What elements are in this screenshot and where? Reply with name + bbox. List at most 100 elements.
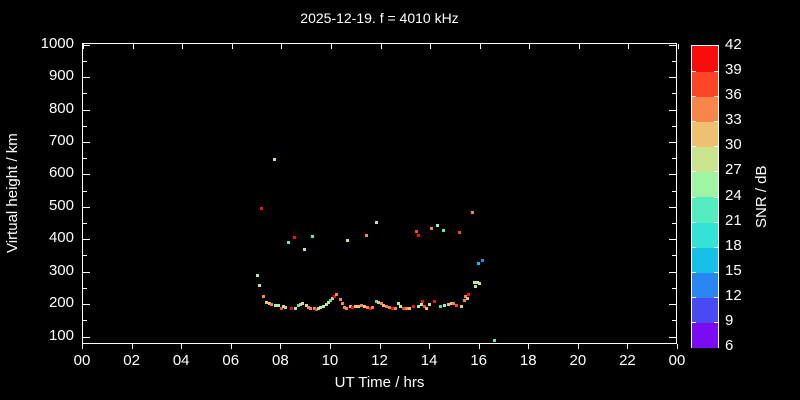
x-tick-mark	[678, 44, 679, 49]
colorbar-tick-mark	[692, 196, 696, 198]
data-point	[377, 300, 381, 304]
data-point	[257, 283, 261, 287]
x-tick-label: 22	[619, 352, 636, 369]
data-point	[399, 304, 403, 308]
colorbar-segment	[692, 196, 718, 223]
x-tick-mark	[330, 44, 332, 49]
data-point	[283, 305, 287, 309]
y-minor-tick-mark	[672, 60, 676, 62]
y-minor-tick-mark	[672, 190, 676, 192]
y-tick-mark	[83, 304, 90, 306]
y-minor-tick-mark	[83, 93, 87, 95]
data-point	[334, 293, 338, 297]
data-point	[269, 302, 273, 306]
colorbar-tick-label: 15	[725, 261, 742, 279]
data-point	[293, 306, 297, 310]
y-tick-mark	[669, 336, 676, 338]
data-point	[272, 158, 276, 162]
colorbar-segment	[692, 96, 718, 123]
y-minor-tick-mark	[83, 125, 87, 127]
data-point	[340, 301, 344, 305]
data-point	[345, 307, 349, 311]
x-tick-label: 18	[519, 352, 537, 369]
data-point	[276, 303, 280, 307]
x-tick-mark	[83, 44, 84, 49]
data-point	[300, 301, 304, 305]
colorbar-segment	[692, 46, 718, 72]
chart-title: 2025-12-19. f = 4010 kHz	[300, 10, 459, 26]
data-point	[356, 304, 360, 308]
x-tick-label: 20	[569, 352, 587, 369]
data-point	[302, 248, 306, 252]
data-point	[492, 338, 496, 342]
x-tick-mark	[82, 344, 83, 349]
colorbar-tick-label: 27	[725, 161, 742, 179]
data-point	[428, 302, 432, 306]
colorbar-tick-mark	[692, 121, 696, 123]
colorbar-segment	[692, 146, 718, 173]
data-point	[316, 306, 320, 310]
data-point	[381, 303, 385, 307]
data-point	[480, 258, 484, 262]
data-point	[463, 298, 467, 302]
data-point	[470, 211, 474, 215]
data-point	[369, 306, 373, 310]
data-point	[430, 227, 434, 231]
data-point	[353, 304, 357, 308]
colorbar-segment	[692, 121, 718, 148]
colorbar-tick-label: 39	[725, 61, 742, 79]
x-tick-mark	[281, 44, 283, 49]
colorbar-tick-label: 6	[725, 337, 734, 354]
data-point	[476, 280, 480, 284]
data-point	[443, 303, 447, 307]
y-minor-tick-mark	[83, 223, 87, 225]
y-minor-tick-mark	[672, 93, 676, 95]
x-tick-mark	[132, 44, 134, 49]
x-tick-mark	[577, 344, 579, 349]
colorbar-segment	[692, 171, 718, 198]
data-point	[466, 296, 470, 300]
y-tick-mark	[669, 44, 676, 46]
colorbar-tick-mark	[714, 221, 718, 223]
data-point	[442, 228, 446, 232]
colorbar-tick-mark	[714, 271, 718, 273]
y-tick-label: 400	[48, 229, 74, 247]
y-tick-mark	[83, 336, 90, 338]
data-point	[296, 303, 300, 307]
colorbar-tick-mark	[714, 196, 718, 198]
y-tick-label: 500	[48, 196, 74, 214]
data-point	[421, 299, 425, 303]
data-point	[328, 298, 332, 302]
colorbar-tick-mark	[714, 296, 718, 298]
colorbar-segment	[692, 296, 718, 323]
data-point	[312, 307, 316, 311]
colorbar-tick-mark	[692, 321, 696, 323]
data-point	[310, 235, 314, 239]
colorbar-tick-label: 12	[725, 286, 742, 304]
y-tick-label: 300	[48, 261, 74, 279]
data-point	[365, 305, 369, 309]
data-point	[375, 299, 379, 303]
y-tick-mark	[669, 77, 676, 79]
data-point	[405, 307, 409, 311]
y-minor-tick-mark	[672, 223, 676, 225]
data-point	[286, 240, 290, 244]
data-point	[417, 304, 421, 308]
data-point	[375, 220, 379, 224]
x-tick-label: 00	[668, 352, 686, 369]
data-point	[326, 300, 330, 304]
colorbar-tick-mark	[692, 171, 696, 173]
x-tick-mark	[627, 344, 629, 349]
data-point	[458, 230, 462, 234]
colorbar-axis-label: SNR / dB	[753, 165, 770, 228]
x-tick-mark	[329, 344, 331, 349]
data-point	[390, 306, 394, 310]
data-point	[464, 294, 468, 298]
x-tick-label: 14	[420, 352, 438, 369]
colorbar-tick-mark	[692, 71, 696, 73]
colorbar-tick-mark	[714, 146, 718, 148]
data-point	[264, 300, 268, 304]
colorbar-tick-mark	[714, 246, 718, 248]
data-point	[387, 305, 391, 309]
y-minor-tick-mark	[672, 320, 676, 322]
